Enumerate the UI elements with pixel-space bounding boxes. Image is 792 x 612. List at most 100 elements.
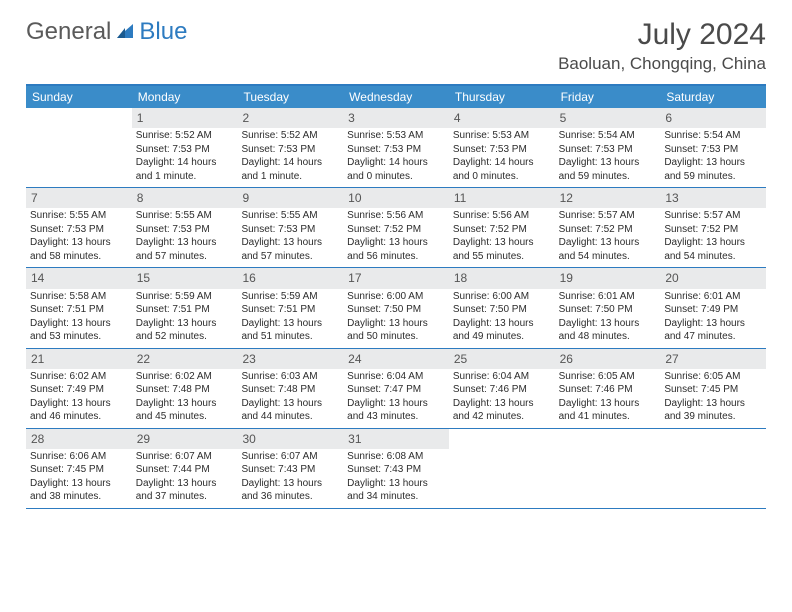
daylight-line: Daylight: 13 hours and 37 minutes. (136, 477, 234, 504)
sunset-line: Sunset: 7:52 PM (559, 223, 657, 237)
day-number: 26 (555, 349, 661, 369)
day-cell: 26Sunrise: 6:05 AMSunset: 7:46 PMDayligh… (555, 349, 661, 428)
sunrise-line: Sunrise: 5:55 AM (136, 209, 234, 223)
day-header-cell: Thursday (449, 86, 555, 108)
day-cell (449, 429, 555, 508)
sunrise-line: Sunrise: 6:03 AM (241, 370, 339, 384)
day-cell: 13Sunrise: 5:57 AMSunset: 7:52 PMDayligh… (660, 188, 766, 267)
day-details: Sunrise: 5:52 AMSunset: 7:53 PMDaylight:… (237, 129, 343, 183)
day-cell (555, 429, 661, 508)
day-cell (660, 429, 766, 508)
daylight-line: Daylight: 13 hours and 34 minutes. (347, 477, 445, 504)
day-number: 17 (343, 268, 449, 288)
day-number: 10 (343, 188, 449, 208)
day-number: 7 (26, 188, 132, 208)
day-details: Sunrise: 6:02 AMSunset: 7:48 PMDaylight:… (132, 370, 238, 424)
sunrise-line: Sunrise: 6:00 AM (347, 290, 445, 304)
daylight-line: Daylight: 13 hours and 50 minutes. (347, 317, 445, 344)
daylight-line: Daylight: 13 hours and 52 minutes. (136, 317, 234, 344)
day-header-cell: Sunday (26, 86, 132, 108)
daylight-line: Daylight: 13 hours and 45 minutes. (136, 397, 234, 424)
sunrise-line: Sunrise: 6:05 AM (664, 370, 762, 384)
day-number: 12 (555, 188, 661, 208)
daylight-line: Daylight: 13 hours and 54 minutes. (664, 236, 762, 263)
day-number: 3 (343, 108, 449, 128)
day-details: Sunrise: 5:56 AMSunset: 7:52 PMDaylight:… (449, 209, 555, 263)
day-number: 20 (660, 268, 766, 288)
week-row: 14Sunrise: 5:58 AMSunset: 7:51 PMDayligh… (26, 268, 766, 348)
sunrise-line: Sunrise: 5:54 AM (664, 129, 762, 143)
sunrise-line: Sunrise: 5:56 AM (347, 209, 445, 223)
day-details: Sunrise: 5:59 AMSunset: 7:51 PMDaylight:… (237, 290, 343, 344)
sunset-line: Sunset: 7:48 PM (241, 383, 339, 397)
sunrise-line: Sunrise: 5:54 AM (559, 129, 657, 143)
daylight-line: Daylight: 13 hours and 59 minutes. (664, 156, 762, 183)
sunrise-line: Sunrise: 5:55 AM (241, 209, 339, 223)
day-cell: 23Sunrise: 6:03 AMSunset: 7:48 PMDayligh… (237, 349, 343, 428)
day-details: Sunrise: 5:53 AMSunset: 7:53 PMDaylight:… (343, 129, 449, 183)
sunset-line: Sunset: 7:51 PM (30, 303, 128, 317)
day-details: Sunrise: 5:57 AMSunset: 7:52 PMDaylight:… (555, 209, 661, 263)
logo: General Blue (26, 18, 187, 46)
month-title: July 2024 (558, 18, 766, 52)
sunset-line: Sunset: 7:51 PM (241, 303, 339, 317)
daylight-line: Daylight: 13 hours and 54 minutes. (559, 236, 657, 263)
day-cell: 20Sunrise: 6:01 AMSunset: 7:49 PMDayligh… (660, 268, 766, 347)
sunset-line: Sunset: 7:53 PM (347, 143, 445, 157)
day-number: 8 (132, 188, 238, 208)
logo-text-2: Blue (139, 18, 187, 46)
day-cell: 16Sunrise: 5:59 AMSunset: 7:51 PMDayligh… (237, 268, 343, 347)
day-cell: 12Sunrise: 5:57 AMSunset: 7:52 PMDayligh… (555, 188, 661, 267)
sunrise-line: Sunrise: 6:07 AM (241, 450, 339, 464)
day-details: Sunrise: 6:01 AMSunset: 7:49 PMDaylight:… (660, 290, 766, 344)
daylight-line: Daylight: 13 hours and 47 minutes. (664, 317, 762, 344)
sunset-line: Sunset: 7:52 PM (664, 223, 762, 237)
day-details: Sunrise: 6:05 AMSunset: 7:45 PMDaylight:… (660, 370, 766, 424)
day-cell: 7Sunrise: 5:55 AMSunset: 7:53 PMDaylight… (26, 188, 132, 267)
day-number: 23 (237, 349, 343, 369)
sunrise-line: Sunrise: 5:53 AM (347, 129, 445, 143)
day-details: Sunrise: 5:54 AMSunset: 7:53 PMDaylight:… (555, 129, 661, 183)
day-cell: 22Sunrise: 6:02 AMSunset: 7:48 PMDayligh… (132, 349, 238, 428)
daylight-line: Daylight: 13 hours and 58 minutes. (30, 236, 128, 263)
day-cell: 18Sunrise: 6:00 AMSunset: 7:50 PMDayligh… (449, 268, 555, 347)
day-cell (26, 108, 132, 187)
day-details: Sunrise: 6:00 AMSunset: 7:50 PMDaylight:… (449, 290, 555, 344)
day-details: Sunrise: 6:08 AMSunset: 7:43 PMDaylight:… (343, 450, 449, 504)
sunrise-line: Sunrise: 5:58 AM (30, 290, 128, 304)
sunrise-line: Sunrise: 5:53 AM (453, 129, 551, 143)
day-details: Sunrise: 6:04 AMSunset: 7:46 PMDaylight:… (449, 370, 555, 424)
day-cell: 4Sunrise: 5:53 AMSunset: 7:53 PMDaylight… (449, 108, 555, 187)
daylight-line: Daylight: 13 hours and 44 minutes. (241, 397, 339, 424)
day-details: Sunrise: 5:58 AMSunset: 7:51 PMDaylight:… (26, 290, 132, 344)
day-details: Sunrise: 6:00 AMSunset: 7:50 PMDaylight:… (343, 290, 449, 344)
daylight-line: Daylight: 14 hours and 0 minutes. (453, 156, 551, 183)
daylight-line: Daylight: 13 hours and 53 minutes. (30, 317, 128, 344)
day-cell: 24Sunrise: 6:04 AMSunset: 7:47 PMDayligh… (343, 349, 449, 428)
sunrise-line: Sunrise: 6:08 AM (347, 450, 445, 464)
sunset-line: Sunset: 7:53 PM (559, 143, 657, 157)
sunset-line: Sunset: 7:53 PM (664, 143, 762, 157)
daylight-line: Daylight: 13 hours and 57 minutes. (241, 236, 339, 263)
sunrise-line: Sunrise: 6:01 AM (664, 290, 762, 304)
sunrise-line: Sunrise: 6:01 AM (559, 290, 657, 304)
day-details: Sunrise: 5:55 AMSunset: 7:53 PMDaylight:… (132, 209, 238, 263)
day-cell: 19Sunrise: 6:01 AMSunset: 7:50 PMDayligh… (555, 268, 661, 347)
day-cell: 2Sunrise: 5:52 AMSunset: 7:53 PMDaylight… (237, 108, 343, 187)
daylight-line: Daylight: 13 hours and 55 minutes. (453, 236, 551, 263)
sunset-line: Sunset: 7:46 PM (559, 383, 657, 397)
day-cell: 28Sunrise: 6:06 AMSunset: 7:45 PMDayligh… (26, 429, 132, 508)
daylight-line: Daylight: 13 hours and 46 minutes. (30, 397, 128, 424)
week-row: 1Sunrise: 5:52 AMSunset: 7:53 PMDaylight… (26, 108, 766, 188)
daylight-line: Daylight: 14 hours and 1 minute. (136, 156, 234, 183)
sunset-line: Sunset: 7:44 PM (136, 463, 234, 477)
calendar: SundayMondayTuesdayWednesdayThursdayFrid… (26, 84, 766, 509)
sunset-line: Sunset: 7:46 PM (453, 383, 551, 397)
day-cell: 21Sunrise: 6:02 AMSunset: 7:49 PMDayligh… (26, 349, 132, 428)
daylight-line: Daylight: 13 hours and 51 minutes. (241, 317, 339, 344)
day-header-cell: Tuesday (237, 86, 343, 108)
day-number: 28 (26, 429, 132, 449)
day-cell: 6Sunrise: 5:54 AMSunset: 7:53 PMDaylight… (660, 108, 766, 187)
sunset-line: Sunset: 7:52 PM (347, 223, 445, 237)
sunset-line: Sunset: 7:53 PM (136, 143, 234, 157)
